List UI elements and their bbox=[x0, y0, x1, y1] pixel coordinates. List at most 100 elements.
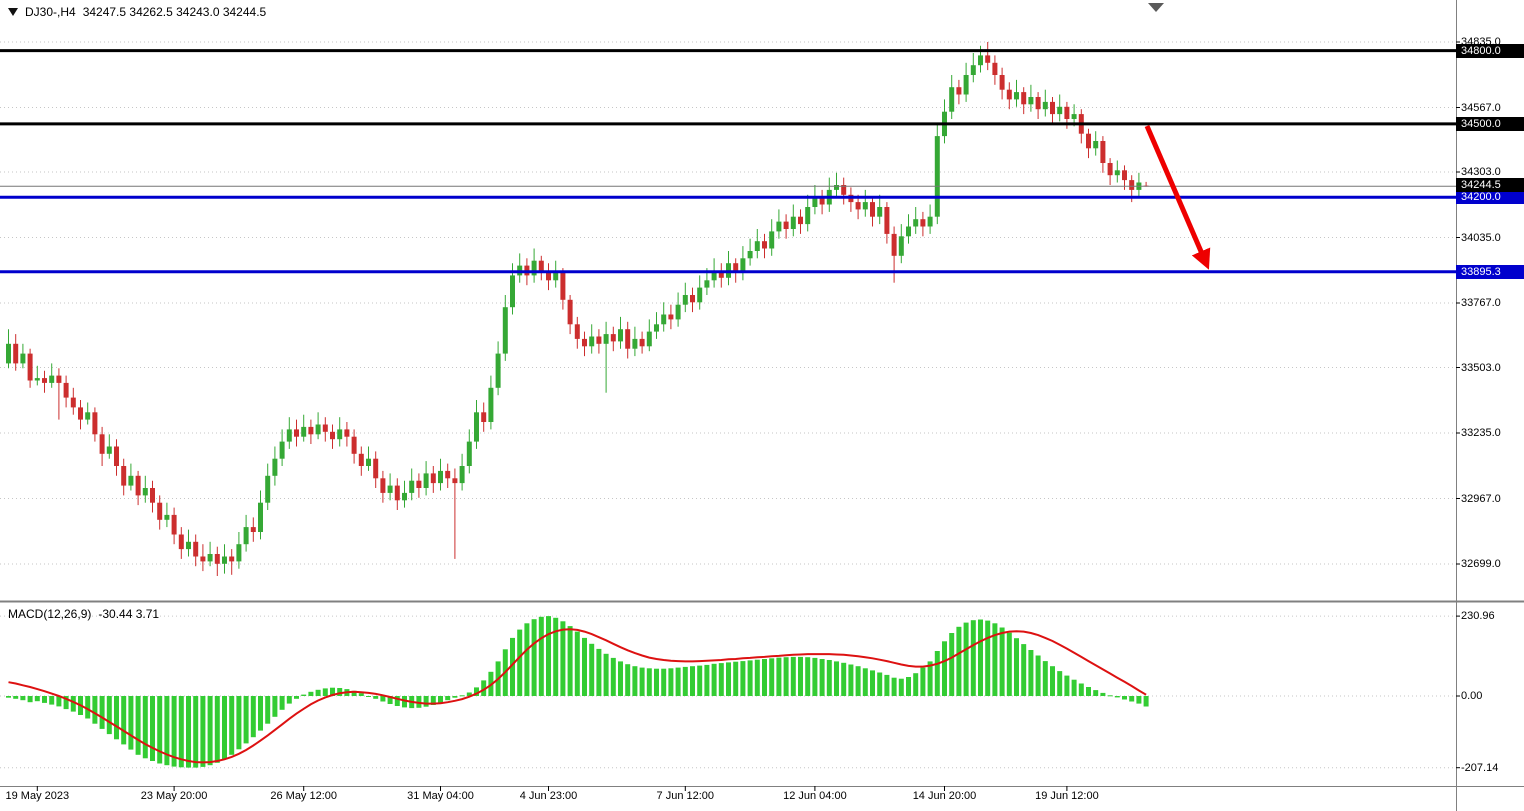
candle-up bbox=[963, 75, 969, 95]
candle-down bbox=[99, 434, 105, 454]
macd-histogram-bar bbox=[517, 629, 523, 696]
level-price-box[interactable]: 34500.0 bbox=[1456, 116, 1524, 131]
candle-down bbox=[445, 470, 451, 479]
macd-histogram-bar bbox=[776, 657, 782, 696]
candle-up bbox=[128, 475, 134, 486]
candle-down bbox=[1006, 89, 1012, 100]
macd-histogram-bar bbox=[978, 619, 983, 696]
macd-histogram-bar bbox=[956, 626, 962, 696]
candle-up bbox=[754, 241, 760, 251]
time-axis-label: 23 May 20:00 bbox=[140, 790, 208, 802]
macd-histogram-bar bbox=[999, 627, 1005, 696]
macd-histogram-bar bbox=[171, 696, 177, 767]
candle-up bbox=[646, 331, 652, 347]
candle-down bbox=[690, 295, 695, 303]
macd-histogram-bar bbox=[697, 665, 703, 696]
macd-histogram-bar bbox=[135, 696, 141, 755]
candle-down bbox=[610, 334, 616, 342]
candle-down bbox=[1107, 163, 1113, 176]
macd-histogram-bar bbox=[992, 623, 998, 696]
level-price-box[interactable]: 34800.0 bbox=[1456, 43, 1524, 58]
macd-histogram-bar bbox=[430, 696, 436, 705]
macd-histogram-bar bbox=[934, 651, 940, 696]
level-price-box[interactable]: 33895.3 bbox=[1456, 264, 1524, 279]
macd-histogram-bar bbox=[243, 696, 249, 744]
candle-down bbox=[1129, 180, 1135, 190]
macd-histogram-bar bbox=[452, 696, 458, 698]
macd-histogram-bar bbox=[423, 696, 429, 707]
candle-down bbox=[596, 336, 602, 344]
macd-histogram-bar bbox=[186, 696, 191, 768]
candle-up bbox=[913, 219, 919, 227]
candle-up bbox=[243, 527, 249, 545]
macd-histogram-bar bbox=[942, 641, 947, 696]
candle-down bbox=[884, 207, 890, 234]
macd-histogram-bar bbox=[740, 661, 746, 696]
candle-up bbox=[949, 87, 955, 112]
macd-histogram-bar bbox=[661, 668, 667, 696]
macd-histogram-bar bbox=[625, 664, 631, 696]
candle-down bbox=[798, 216, 803, 225]
symbol-timeframe: DJ30-,H4 bbox=[25, 5, 76, 19]
candle-up bbox=[769, 231, 775, 249]
macd-histogram-bar bbox=[855, 666, 861, 696]
candle-down bbox=[992, 62, 998, 75]
macd-histogram-bar bbox=[632, 666, 638, 696]
macd-histogram-bar bbox=[747, 660, 753, 696]
macd-histogram-bar bbox=[128, 696, 134, 750]
macd-histogram-bar bbox=[711, 663, 717, 696]
macd-histogram-bar bbox=[920, 667, 926, 696]
candle-down bbox=[1086, 133, 1091, 149]
candle-down bbox=[214, 554, 220, 564]
candle-up bbox=[632, 338, 638, 349]
macd-histogram-bar bbox=[646, 668, 652, 696]
macd-histogram-bar bbox=[949, 633, 955, 696]
macd-histogram-bar bbox=[906, 677, 911, 696]
macd-histogram-bar bbox=[150, 696, 155, 761]
price-axis-label: 33235.0 bbox=[1461, 427, 1501, 439]
macd-histogram-bar bbox=[164, 696, 170, 766]
macd-histogram-bar bbox=[445, 696, 451, 701]
macd-histogram-bar bbox=[1114, 696, 1120, 698]
macd-histogram-bar bbox=[1064, 675, 1070, 696]
time-axis-label: 12 Jun 04:00 bbox=[783, 790, 847, 802]
candle-down bbox=[1050, 101, 1055, 115]
candle-up bbox=[279, 441, 285, 459]
candle-down bbox=[855, 202, 861, 210]
candle-down bbox=[416, 480, 422, 488]
trend-arrow[interactable] bbox=[1144, 125, 1211, 270]
candle-down bbox=[200, 556, 206, 562]
macd-histogram-bar bbox=[1035, 655, 1041, 696]
candle-up bbox=[6, 343, 11, 364]
candle-down bbox=[574, 324, 580, 339]
macd-histogram-bar bbox=[913, 673, 919, 696]
candle-up bbox=[747, 251, 753, 259]
macd-histogram-bar bbox=[236, 696, 242, 750]
macd-histogram-bar bbox=[1122, 696, 1127, 700]
macd-histogram-bar bbox=[970, 620, 976, 696]
macd-histogram-bar bbox=[1100, 692, 1106, 696]
macd-histogram-bar bbox=[13, 696, 19, 699]
macd-histogram-bar bbox=[618, 661, 623, 696]
chart-shift-marker-icon[interactable] bbox=[1148, 3, 1164, 12]
candle-down bbox=[841, 185, 847, 195]
macd-histogram-bar bbox=[812, 657, 818, 696]
candle-down bbox=[56, 375, 62, 383]
candle-up bbox=[34, 378, 40, 381]
level-price-box[interactable]: 34200.0 bbox=[1456, 190, 1524, 205]
candle-up bbox=[438, 470, 443, 484]
macd-histogram-bar bbox=[963, 622, 969, 696]
candle-up bbox=[704, 280, 710, 288]
candle-down bbox=[358, 453, 364, 466]
macd-histogram-bar bbox=[985, 620, 991, 696]
candle-up bbox=[495, 353, 501, 388]
candle-up bbox=[49, 375, 55, 383]
candle-down bbox=[718, 270, 724, 278]
macd-histogram-bar bbox=[1093, 690, 1099, 696]
candle-up bbox=[906, 226, 911, 237]
candle-up bbox=[1014, 92, 1019, 100]
candle-up bbox=[258, 502, 263, 532]
candle-down bbox=[430, 473, 436, 484]
candle-up bbox=[805, 207, 811, 225]
